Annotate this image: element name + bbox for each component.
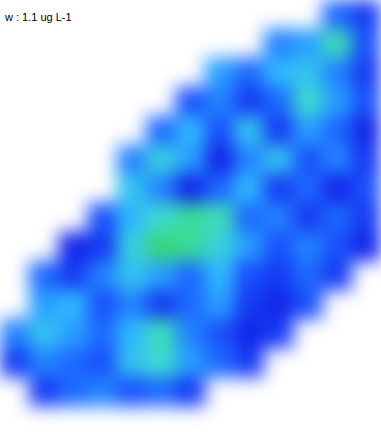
svg-text:w : 1.1 ug L-1: w : 1.1 ug L-1 [4,11,72,23]
